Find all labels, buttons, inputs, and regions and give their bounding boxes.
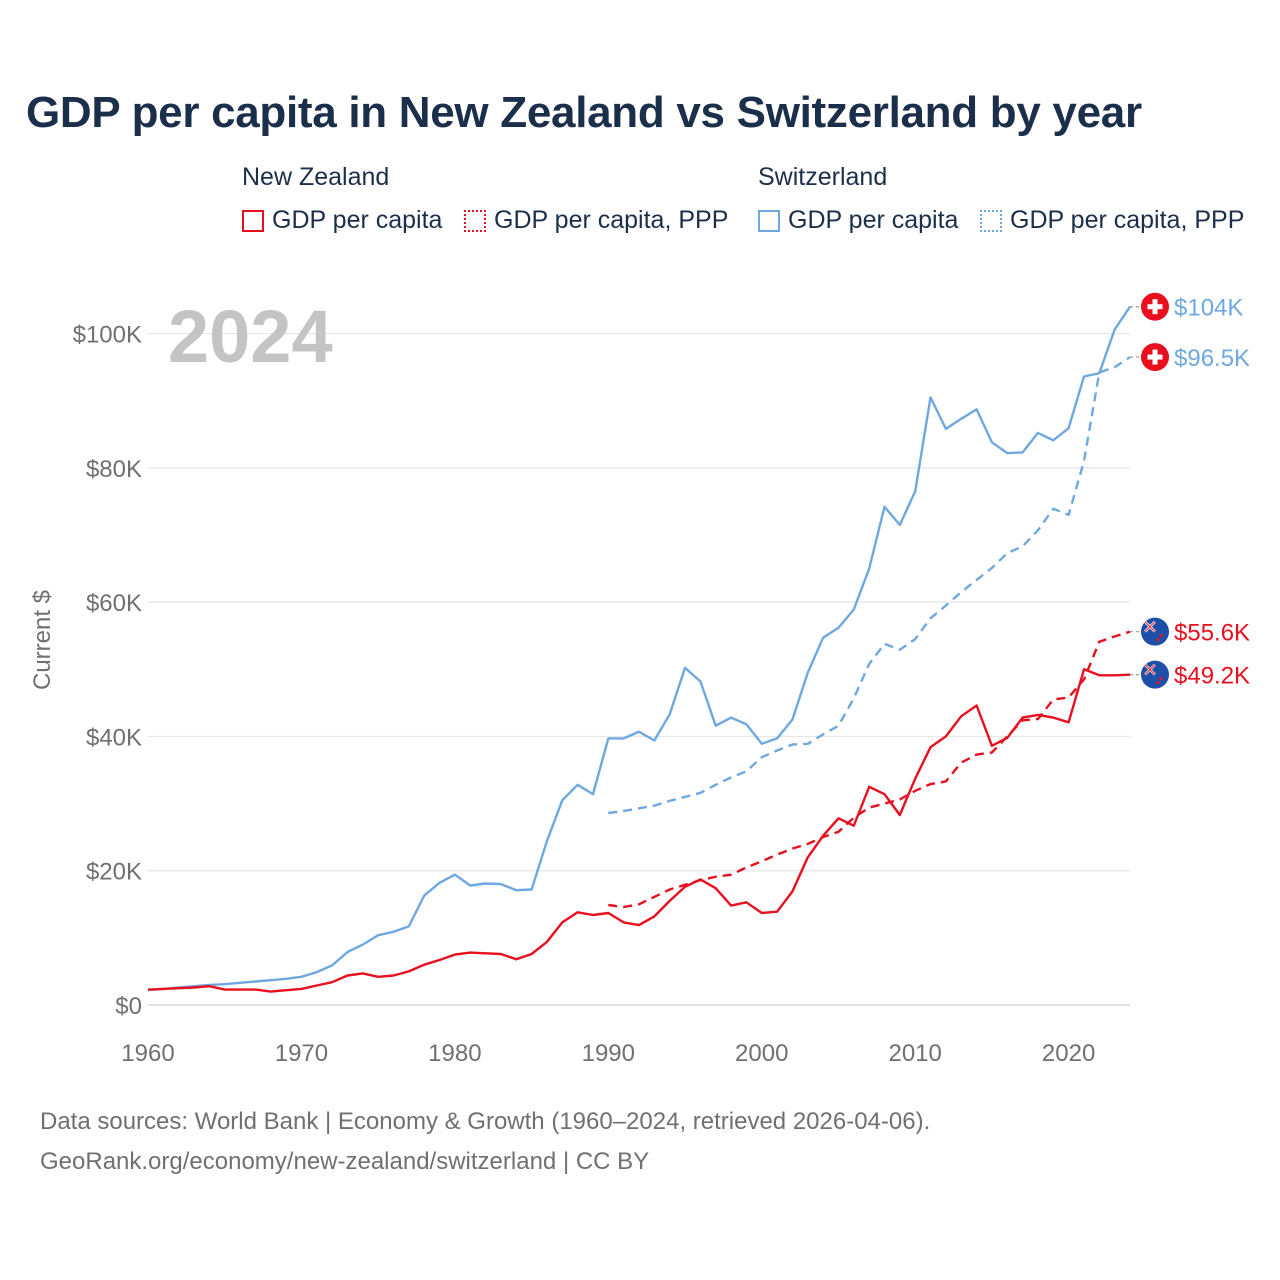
footer-source: Data sources: World Bank | Economy & Gro… (40, 1108, 931, 1135)
legend-label: GDP per capita, PPP (494, 206, 729, 234)
legend-swatch-solid-red (242, 209, 264, 232)
end-value-label: $96.5K (1174, 345, 1250, 372)
chart-title: GDP per capita in New Zealand vs Switzer… (26, 88, 1142, 137)
x-tick-label: 1990 (582, 1040, 635, 1067)
series-line (608, 630, 1131, 909)
legend-swatch-dotted-red (464, 209, 486, 232)
x-tick-label: 2020 (1042, 1040, 1095, 1067)
y-tick-label: $20K (86, 859, 142, 886)
end-value-label: $55.6K (1174, 620, 1250, 647)
y-tick-label: $100K (73, 322, 142, 349)
legend-item-nz-gdp-ppp[interactable]: GDP per capita, PPP (464, 206, 728, 235)
series-line (147, 306, 1131, 992)
flag-star (1159, 634, 1163, 638)
x-tick-label: 1960 (121, 1040, 174, 1067)
legend-swatch-dotted-blue (980, 209, 1002, 232)
flag-union-jack-red (1144, 621, 1156, 633)
new-zealand-flag-icon (1141, 617, 1169, 646)
legend-label: GDP per capita (272, 206, 443, 234)
legend-label: GDP per capita (788, 206, 959, 234)
end-labels: $104K $96.5K $49.2K $55.6K (1130, 292, 1250, 690)
new-zealand-flag-icon (1141, 660, 1169, 689)
legend-group-switzerland: Switzerland (758, 163, 888, 191)
x-tick-label: 2010 (888, 1040, 941, 1067)
flag-cross-v (1152, 349, 1158, 365)
y-tick-label: $80K (86, 456, 142, 483)
year-watermark: 2024 (168, 295, 333, 378)
series-line (608, 356, 1131, 815)
x-tick-label: 1980 (428, 1040, 481, 1067)
legend-group-new-zealand: New Zealand (242, 163, 390, 191)
legend-item-ch-gdp[interactable]: GDP per capita (758, 206, 958, 235)
flag-cross-v (1152, 299, 1158, 315)
flag-star (1159, 677, 1163, 681)
series-group (147, 306, 1131, 993)
flag-union-jack-red (1144, 664, 1156, 676)
flag-star (1156, 638, 1160, 642)
y-axis-label: Current $ (29, 590, 56, 690)
end-value-label: $49.2K (1174, 663, 1250, 690)
y-tick-label: $40K (86, 724, 142, 751)
swiss-flag-icon (1141, 343, 1169, 372)
x-tick-label: 1970 (275, 1040, 328, 1067)
y-tick-label: $0 (115, 993, 142, 1020)
series-line (147, 668, 1131, 993)
x-axis: 1960 1970 1980 1990 2000 2010 2020 (121, 1040, 1095, 1067)
legend-item-nz-gdp[interactable]: GDP per capita (242, 206, 442, 235)
footer-link[interactable]: GeoRank.org/economy/new-zealand/switzerl… (40, 1148, 650, 1175)
legend-label: GDP per capita, PPP (1010, 206, 1245, 234)
y-tick-label: $60K (86, 590, 142, 617)
legend-swatch-solid-blue (758, 209, 780, 232)
x-tick-label: 2000 (735, 1040, 788, 1067)
swiss-flag-icon (1141, 292, 1169, 321)
legend-item-ch-gdp-ppp[interactable]: GDP per capita, PPP (980, 206, 1244, 235)
end-value-label: $104K (1174, 295, 1243, 322)
flag-star (1156, 681, 1160, 685)
y-axis: $0 $20K $40K $60K $80K $100K (73, 322, 142, 1020)
grid-lines (148, 332, 1130, 1006)
